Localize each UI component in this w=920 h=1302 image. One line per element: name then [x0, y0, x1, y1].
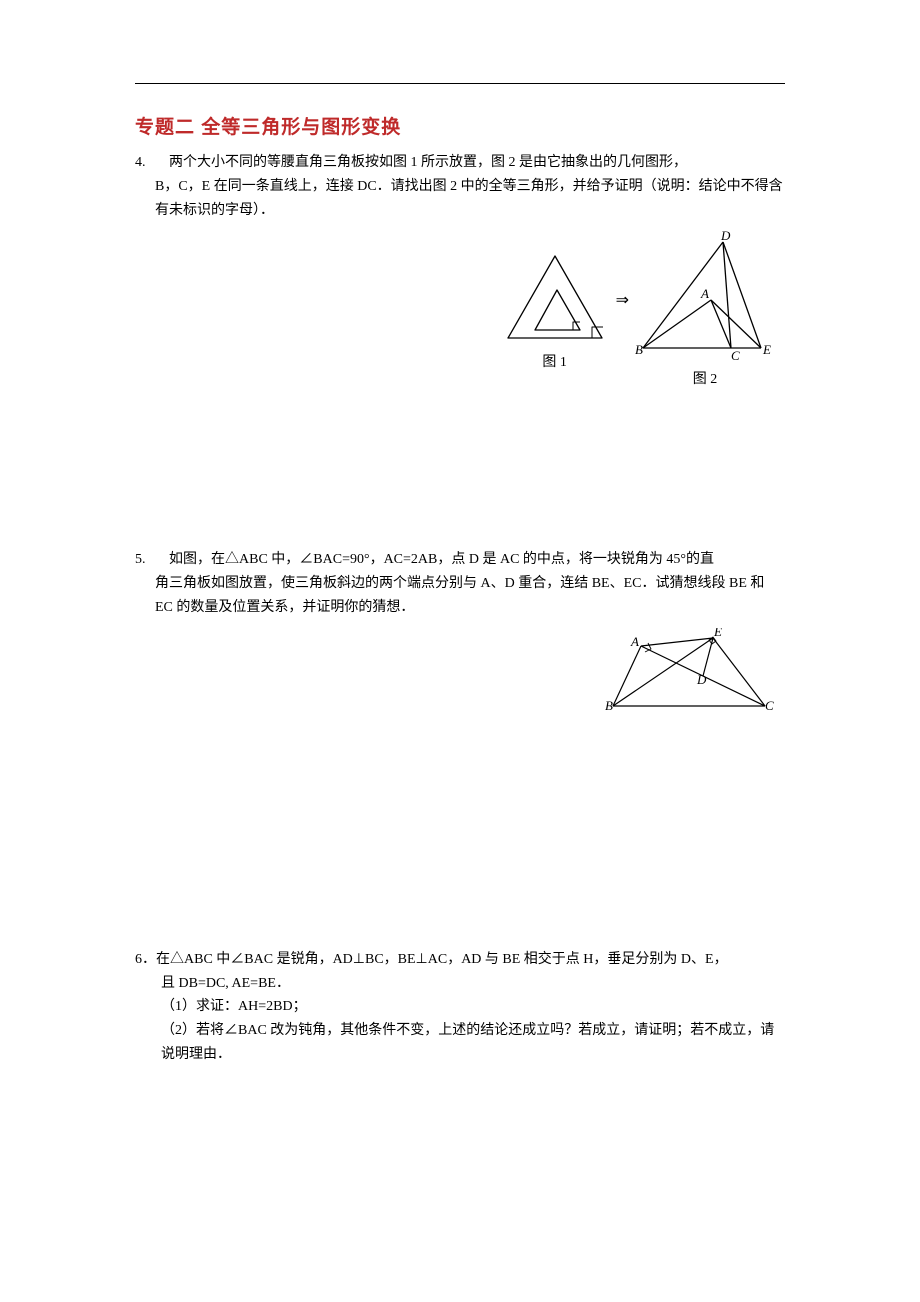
svg-text:D: D: [720, 230, 731, 243]
svg-text:D: D: [696, 672, 707, 687]
problem-number: 4.: [135, 151, 169, 175]
figure-row-1: 图 1 ⇒ A B C D E 图 2: [135, 230, 785, 388]
svg-text:B: B: [605, 698, 613, 713]
problem-text: 角三角板如图放置，使三角板斜边的两个端点分别与 A、D 重合，连结 BE、EC．…: [135, 572, 785, 620]
figure-row-2: A B C D E: [135, 628, 785, 718]
svg-text:A: A: [630, 634, 639, 649]
figure-2: A B C D E 图 2: [635, 230, 775, 388]
problem-6: 6．在△ABC 中∠BAC 是锐角，AD⊥BC，BE⊥AC，AD 与 BE 相交…: [135, 948, 785, 1067]
problem-text: 且 DB=DC, AE=BE．: [135, 972, 785, 996]
arrow-icon: ⇒: [616, 290, 629, 328]
svg-text:B: B: [635, 342, 643, 357]
problem-text: 两个大小不同的等腰直角三角板按如图 1 所示放置，图 2 是由它抽象出的几何图形…: [169, 151, 785, 175]
problem-text: 如图，在△ABC 中，∠BAC=90°，AC=2AB，点 D 是 AC 的中点，…: [169, 548, 785, 572]
problem-text: （1）求证：AH=2BD；: [135, 995, 785, 1019]
figure-caption: 图 1: [500, 351, 610, 371]
problem-text: （2）若将∠BAC 改为钝角，其他条件不变，上述的结论还成立吗？若成立，请证明；…: [135, 1019, 785, 1067]
figure-5: A B C D E: [605, 628, 775, 718]
problem-4: 4. 两个大小不同的等腰直角三角板按如图 1 所示放置，图 2 是由它抽象出的几…: [135, 151, 785, 222]
problem-text: B，C，E 在同一条直线上，连接 DC．请找出图 2 中的全等三角形，并给予证明…: [135, 175, 785, 223]
top-rule: [135, 83, 785, 84]
svg-text:C: C: [731, 348, 740, 360]
problem-5: 5. 如图，在△ABC 中，∠BAC=90°，AC=2AB，点 D 是 AC 的…: [135, 548, 785, 619]
svg-text:C: C: [765, 698, 774, 713]
section-title: 专题二 全等三角形与图形变换: [135, 112, 785, 139]
figure-1: 图 1: [500, 248, 610, 371]
svg-text:A: A: [700, 286, 709, 301]
problem-text: 6．在△ABC 中∠BAC 是锐角，AD⊥BC，BE⊥AC，AD 与 BE 相交…: [135, 948, 785, 972]
figure-caption: 图 2: [635, 368, 775, 388]
svg-text:E: E: [762, 342, 771, 357]
problem-number: 5.: [135, 548, 169, 572]
svg-text:E: E: [713, 628, 722, 639]
